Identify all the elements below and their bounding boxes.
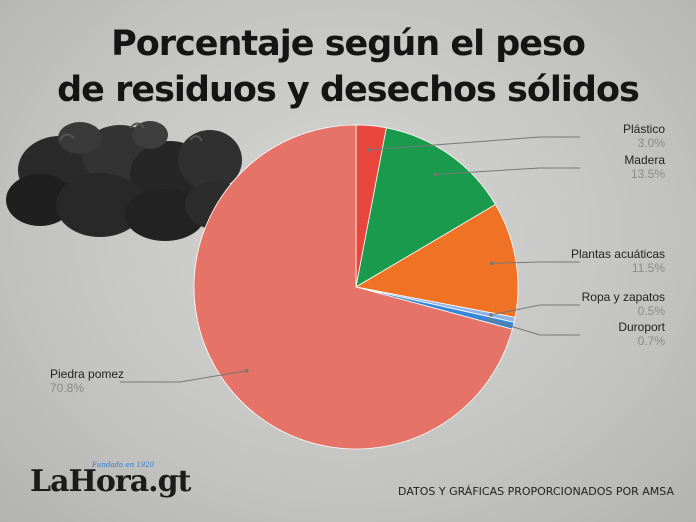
slice-label-0: Plástico (623, 122, 665, 136)
slice-label-5: Piedra pomez (50, 367, 124, 381)
slice-label-3: Ropa y zapatos (582, 290, 665, 304)
slice-percent-4: 0.7% (638, 334, 666, 348)
leader-line-4 (489, 319, 580, 336)
slice-label-1: Madera (624, 153, 665, 167)
slice-percent-0: 3.0% (638, 136, 666, 150)
leader-dot-2 (489, 261, 494, 266)
leader-line-1 (435, 167, 580, 175)
slice-percent-2: 11.5% (632, 261, 665, 275)
leader-dot-3 (489, 313, 493, 317)
lahora-logo: LaHora.gt (30, 464, 191, 499)
leader-dot-1 (433, 172, 437, 177)
chart-title-line-1: Porcentaje según el peso (111, 24, 586, 64)
slice-percent-1: 13.5% (631, 167, 665, 181)
slice-percent-3: 0.5% (638, 304, 666, 318)
credits-text: DATOS Y GRÁFICAS PROPORCIONADOS POR AMSA (398, 485, 674, 498)
leader-dot-4 (487, 318, 492, 322)
leader-line-0 (368, 136, 580, 151)
slice-percent-5: 70.8% (50, 381, 84, 395)
leader-line-3 (490, 304, 580, 316)
leader-dot-5 (244, 368, 249, 373)
leader-line-2 (491, 261, 580, 264)
pie-slice-1 (355, 127, 496, 288)
slice-label-4: Duroport (618, 320, 665, 334)
pie-slice-2 (354, 203, 519, 318)
leader-dot-0 (367, 148, 371, 152)
slice-label-2: Plantas acuáticas (571, 247, 665, 261)
logo-tagline: Fundado en 1920 (92, 461, 155, 469)
trash-bags-icon (6, 121, 245, 241)
leader-line-5 (120, 370, 247, 383)
pie-slice-5 (193, 124, 513, 450)
chart-title-line-2: de residuos y desechos sólidos (57, 70, 640, 110)
